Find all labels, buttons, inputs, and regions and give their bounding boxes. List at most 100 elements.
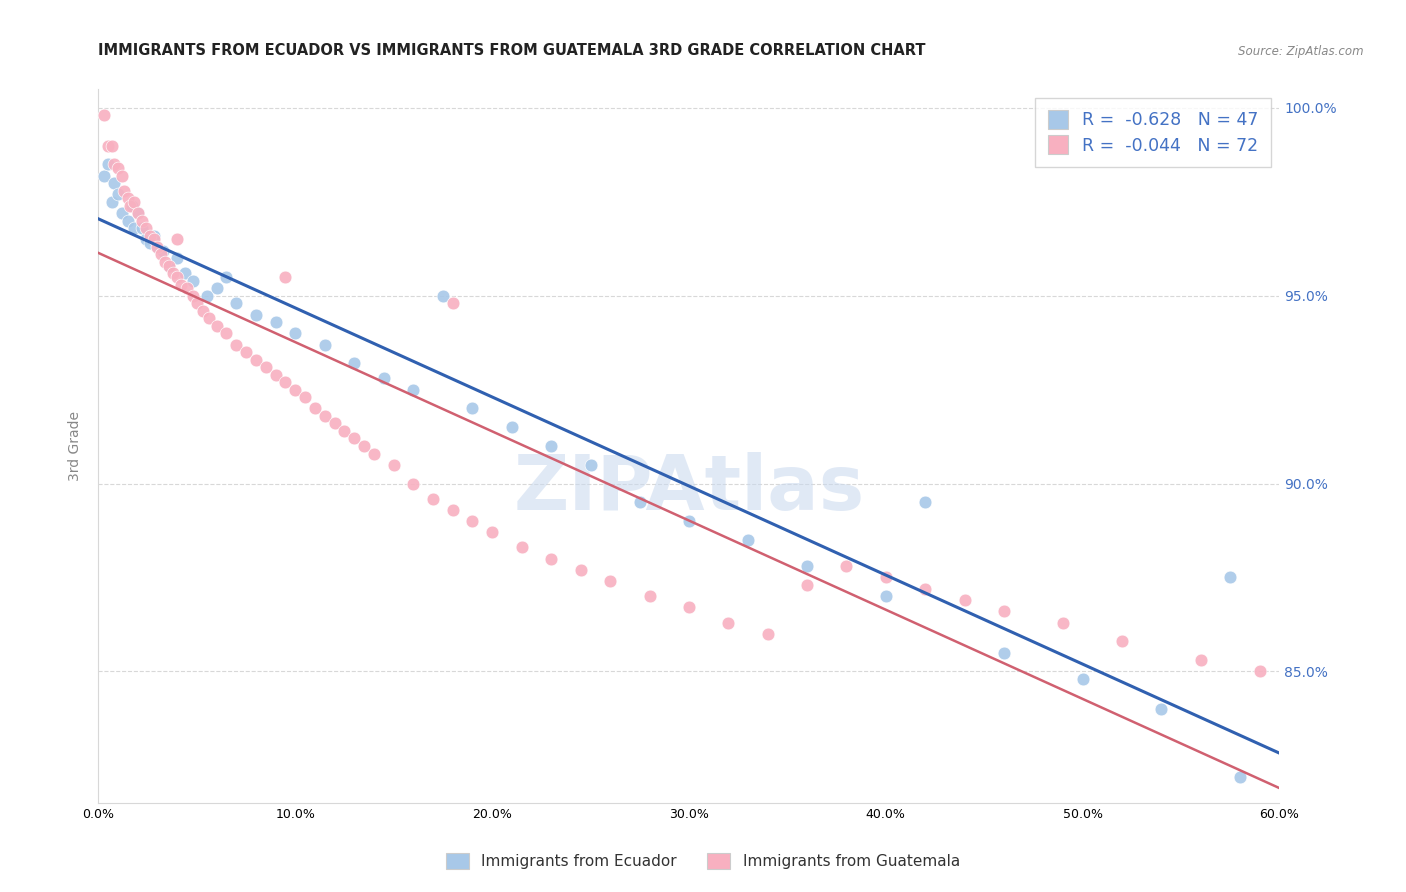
Point xyxy=(166,270,188,285)
Point xyxy=(186,296,208,310)
Point xyxy=(461,514,484,528)
Point xyxy=(402,383,425,397)
Point xyxy=(197,311,219,326)
Point xyxy=(176,281,198,295)
Point xyxy=(501,420,523,434)
Point xyxy=(875,589,897,603)
Point xyxy=(875,570,897,584)
Text: Source: ZipAtlas.com: Source: ZipAtlas.com xyxy=(1239,45,1364,58)
Y-axis label: 3rd Grade: 3rd Grade xyxy=(69,411,83,481)
Point xyxy=(245,308,267,322)
Point xyxy=(1219,570,1241,584)
Point xyxy=(914,582,936,596)
Point xyxy=(146,240,169,254)
Point xyxy=(215,326,238,341)
Point xyxy=(101,194,124,209)
Point xyxy=(993,604,1015,618)
Point xyxy=(146,240,169,254)
Legend: Immigrants from Ecuador, Immigrants from Guatemala: Immigrants from Ecuador, Immigrants from… xyxy=(440,847,966,875)
Point xyxy=(235,345,257,359)
Point xyxy=(97,157,120,171)
Point xyxy=(135,221,157,235)
Point xyxy=(323,417,346,431)
Point xyxy=(638,589,661,603)
Point xyxy=(422,491,444,506)
Point xyxy=(142,232,165,246)
Point xyxy=(796,578,818,592)
Point xyxy=(191,303,214,318)
Point xyxy=(195,289,218,303)
Point xyxy=(678,514,700,528)
Point xyxy=(131,221,153,235)
Point xyxy=(162,266,184,280)
Point xyxy=(122,221,145,235)
Point xyxy=(441,296,464,310)
Point xyxy=(756,627,779,641)
Point xyxy=(373,371,395,385)
Point xyxy=(835,559,858,574)
Point xyxy=(101,138,124,153)
Point xyxy=(112,184,135,198)
Point xyxy=(150,247,173,261)
Point xyxy=(205,318,228,333)
Point xyxy=(157,259,180,273)
Point xyxy=(107,187,129,202)
Text: ZIPAtlas: ZIPAtlas xyxy=(513,452,865,525)
Point xyxy=(510,541,533,555)
Point xyxy=(93,108,115,122)
Point xyxy=(284,326,307,341)
Point xyxy=(225,337,247,351)
Point xyxy=(1111,634,1133,648)
Point xyxy=(953,593,976,607)
Point xyxy=(333,424,356,438)
Point xyxy=(599,574,621,589)
Point xyxy=(103,157,125,171)
Point xyxy=(343,356,366,370)
Point xyxy=(579,458,602,472)
Point xyxy=(121,199,143,213)
Point xyxy=(363,446,385,460)
Point xyxy=(1071,672,1094,686)
Point xyxy=(205,281,228,295)
Point xyxy=(166,232,188,246)
Point xyxy=(284,383,307,397)
Point xyxy=(155,255,177,269)
Point xyxy=(402,476,425,491)
Point xyxy=(1052,615,1074,630)
Point xyxy=(304,401,326,416)
Point xyxy=(111,206,134,220)
Point xyxy=(461,401,484,416)
Text: IMMIGRANTS FROM ECUADOR VS IMMIGRANTS FROM GUATEMALA 3RD GRADE CORRELATION CHART: IMMIGRANTS FROM ECUADOR VS IMMIGRANTS FR… xyxy=(98,43,927,58)
Point xyxy=(993,646,1015,660)
Point xyxy=(174,266,197,280)
Point xyxy=(1249,665,1271,679)
Point xyxy=(481,525,503,540)
Point xyxy=(131,213,153,227)
Point xyxy=(254,360,277,375)
Point xyxy=(382,458,405,472)
Point xyxy=(166,251,188,265)
Point xyxy=(678,600,700,615)
Point xyxy=(215,270,238,285)
Point xyxy=(157,259,180,273)
Point xyxy=(628,495,651,509)
Point xyxy=(118,199,141,213)
Point xyxy=(117,191,139,205)
Point xyxy=(294,390,316,404)
Point xyxy=(107,161,129,175)
Point xyxy=(138,228,160,243)
Point xyxy=(181,274,204,288)
Point xyxy=(914,495,936,509)
Point xyxy=(1189,653,1212,667)
Point xyxy=(569,563,592,577)
Point xyxy=(1308,675,1330,690)
Point xyxy=(93,169,115,183)
Point xyxy=(138,236,160,251)
Point xyxy=(264,368,287,382)
Point xyxy=(274,375,297,389)
Point xyxy=(441,503,464,517)
Point xyxy=(103,176,125,190)
Point xyxy=(117,213,139,227)
Point xyxy=(717,615,740,630)
Point xyxy=(225,296,247,310)
